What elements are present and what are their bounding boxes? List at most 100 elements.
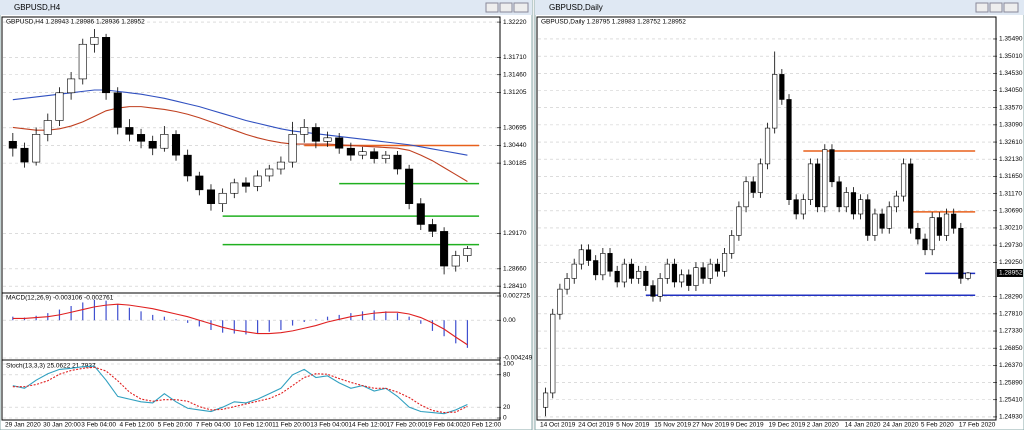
y-tick-label: 1.32130 [999,156,1023,163]
candle-body [757,163,763,193]
candle-body [148,140,157,149]
candle-body [965,272,971,279]
candle-body [958,228,964,279]
macd-bar [257,320,259,334]
macd-bar [420,320,422,324]
candle-body [815,163,821,208]
candle-body [137,134,146,142]
candle-body [195,175,204,191]
panel-title: GBPUSD,Daily 1.28795 1.28983 1.28752 1.2… [541,19,686,26]
y-tick-label: 80 [503,372,511,379]
x-tick-label: 19 Feb 04:00 [425,422,464,429]
x-tick-label: 4 Feb 12:00 [119,422,154,429]
y-tick-label: 1.31205 [503,89,527,96]
candle-body [908,163,914,229]
candle-body [750,181,756,193]
candle-body [600,253,606,276]
candle-body [125,127,134,135]
macd-bar [140,311,142,321]
candle-body [440,231,449,267]
candle-body [843,192,849,208]
macd-bar [466,320,469,348]
candle-body [614,270,620,283]
macd-bar [338,314,340,321]
macd-bar [175,319,177,321]
moving-average [12,106,468,182]
x-tick-label: 11 Feb 20:00 [272,422,310,429]
x-tick-label: 9 Dec 2019 [730,422,764,429]
candle-body [836,181,842,208]
window-title: GBPUSD,H4 [14,3,61,12]
y-tick-label: 1.26850 [999,345,1023,352]
candle-body [183,154,192,177]
candle-body [370,151,379,159]
candle-body [900,163,907,197]
candle-body [43,120,52,135]
maximize-button[interactable] [499,2,513,13]
candle-body [679,274,685,283]
y-tick-label: 1.30440 [503,142,527,149]
y-tick-label: 0.00 [503,317,516,324]
panel-title: Stoch(13,3,3) 25.0622 21.7937 [6,363,96,370]
x-tick-label: 19 Dec 2019 [769,422,806,429]
y-tick-label: 1.30210 [999,225,1023,232]
minimize-button[interactable] [975,2,989,13]
candle-body [865,199,871,236]
close-button[interactable] [513,2,529,13]
x-tick-label: 5 Nov 2019 [616,422,650,429]
candle-body [206,189,216,204]
macd-bar [268,320,270,332]
y-tick-label: 1.31650 [999,173,1023,180]
candle-body [381,154,390,159]
macd-bar [245,320,247,335]
candle-body [822,149,828,208]
y-tick-label: 1.24930 [999,414,1023,421]
candle-body [571,263,577,279]
y-tick-label: 20 [503,404,511,411]
macd-bar [82,302,84,321]
y-tick-label: 1.25410 [999,396,1023,403]
x-tick-label: 20 Feb 12:00 [463,422,502,429]
y-tick-label: -0.004249 [503,355,533,362]
candle-body [858,199,864,215]
window-h4 [0,0,533,430]
close-button[interactable] [1003,2,1019,13]
y-tick-label: 100 [503,361,514,368]
x-tick-label: 5 Feb 2020 [921,422,954,429]
candle-body [241,182,250,187]
moving-average [12,89,468,156]
title-bar [535,0,1024,15]
maximize-button[interactable] [989,2,1003,13]
candle-body [707,263,713,279]
x-tick-label: 27 Nov 2019 [692,422,729,429]
x-tick-label: 24 Jan 2020 [883,422,919,429]
x-tick-label: 14 Jan 2020 [845,422,881,429]
y-tick-label: 1.31710 [503,54,527,61]
y-tick-label: 1.27330 [999,328,1023,335]
y-tick-label: 1.30185 [503,160,527,167]
price-marker [997,268,1023,277]
price-label: 1.28952 [999,270,1023,277]
candle-body [693,267,699,286]
candle-body [253,175,262,187]
y-tick-label: 1.30690 [999,207,1023,214]
candle-body [772,74,778,129]
macd-bar [396,313,399,321]
y-tick-label: 1.34050 [999,87,1023,94]
candle-body [358,151,367,156]
candle-body [714,263,721,272]
candle-body [32,134,41,163]
x-tick-label: 24 Oct 2019 [578,422,614,429]
candle-body [850,192,857,215]
candle-body [872,213,878,236]
candle-body [686,274,692,286]
candle-body [323,137,332,142]
x-tick-label: 30 Jan 20:00 [43,422,81,429]
minimize-button[interactable] [485,2,499,13]
y-tick-label: 1.29250 [999,259,1023,266]
x-tick-label: 17 Feb 2020 [959,422,996,429]
candle-body [729,235,735,254]
y-tick-label: 1.29170 [503,230,527,237]
candle-body [793,199,799,215]
macd-bar [93,299,96,321]
